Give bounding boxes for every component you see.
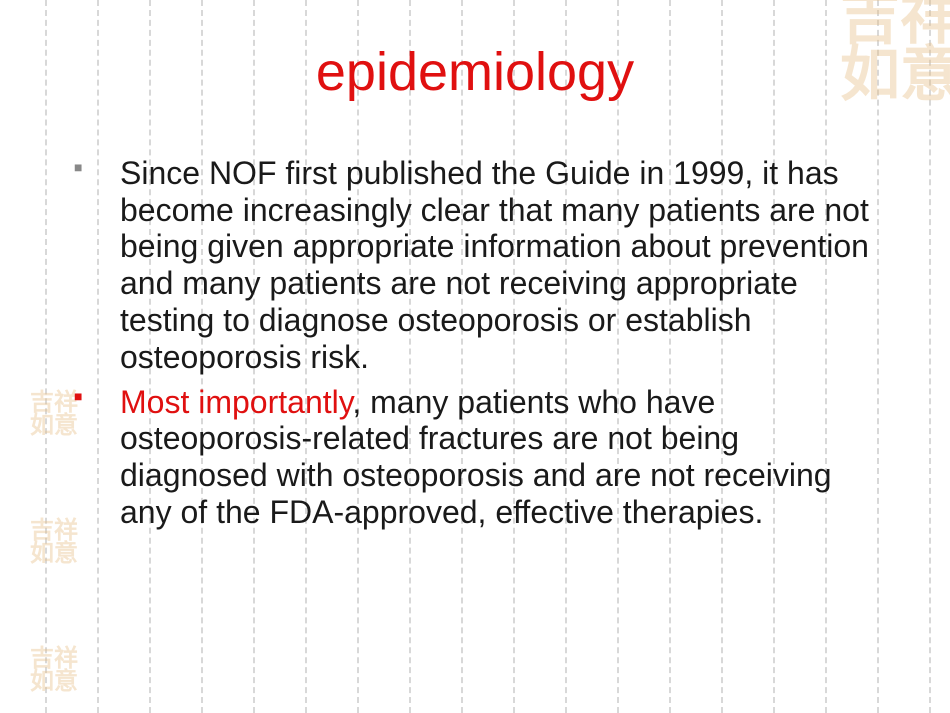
slide-title: epidemiology	[70, 40, 880, 105]
bullet-item-1: Since NOF first published the Guide in 1…	[120, 155, 880, 376]
slide-content: epidemiology Since NOF first published t…	[0, 0, 950, 531]
watermark-left-3: 吉祥如意	[30, 648, 78, 694]
bullet-list: Since NOF first published the Guide in 1…	[70, 155, 880, 531]
bullet-text-1: Since NOF first published the Guide in 1…	[120, 155, 869, 375]
bullet-item-2: Most importantly, many patients who have…	[120, 384, 880, 531]
bullet-emphasis-2: Most importantly	[120, 384, 352, 420]
